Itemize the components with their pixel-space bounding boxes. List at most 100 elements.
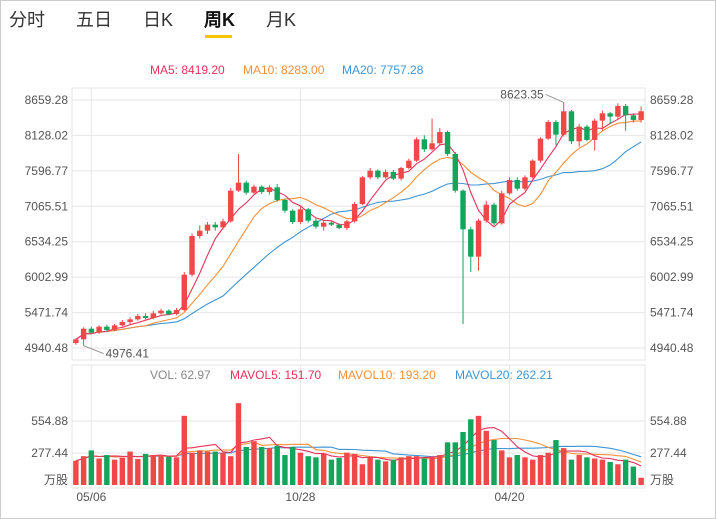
volume-bar	[96, 458, 102, 485]
volume-bar-series	[73, 403, 644, 485]
candle-body	[173, 310, 180, 315]
volume-bar	[251, 441, 257, 485]
price-tick-label-right: 7065.51	[650, 199, 694, 213]
tab-five-day[interactable]: 五日	[76, 10, 112, 30]
candle-body	[483, 204, 489, 221]
volume-bar	[530, 459, 536, 485]
candle-body	[142, 316, 149, 319]
volume-bar	[235, 403, 242, 485]
candle-body	[220, 221, 226, 228]
candle-body	[243, 182, 249, 193]
price-tick-label-right: 4940.48	[650, 341, 694, 355]
volume-bar	[173, 457, 180, 485]
candle-body	[111, 325, 118, 331]
candlestick-series	[73, 102, 644, 346]
candle-body	[235, 182, 242, 191]
price-axis-left: 8659.28 8128.02 7596.77 7065.51 6534.25 6002.…	[25, 93, 69, 355]
volume-bar	[468, 419, 474, 485]
legend-mavol20: MAVOL20: 262.21	[455, 368, 553, 382]
candle-body	[584, 126, 590, 140]
volume-bar	[382, 461, 389, 485]
price-tick-label-right: 7596.77	[650, 164, 694, 178]
volume-tick-label: 277.44	[31, 446, 68, 460]
candle-body	[313, 220, 319, 227]
candle-body	[135, 316, 141, 320]
volume-bar	[166, 456, 172, 485]
volume-bar	[452, 442, 459, 485]
volume-axis: 554.88 554.88 277.44 277.44 万股 万股	[31, 414, 687, 487]
volume-bar	[135, 459, 141, 485]
high-pointer	[545, 93, 564, 103]
tab-daily-k[interactable]: 日K	[143, 10, 174, 30]
tab-intraday[interactable]: 分时	[9, 10, 45, 30]
candle-body	[506, 179, 513, 194]
volume-bar	[638, 477, 644, 485]
candle-body	[630, 115, 637, 120]
low-pointer	[83, 345, 104, 355]
volume-bar	[615, 464, 621, 485]
candle-body	[530, 160, 536, 178]
ma5-line	[75, 113, 642, 340]
high-label: 8623.35	[500, 87, 544, 101]
volume-bar	[630, 466, 637, 485]
volume-bar	[537, 455, 544, 485]
candle-body	[367, 170, 373, 178]
candle-body	[638, 111, 644, 120]
volume-bar	[305, 456, 311, 485]
price-tick-label: 8659.28	[25, 93, 69, 107]
tab-monthly-k[interactable]: 月K	[266, 10, 297, 30]
price-tick-label: 6534.25	[25, 235, 69, 249]
time-tick-label: 05/06	[76, 490, 106, 504]
volume-bar	[375, 459, 381, 485]
volume-bar	[553, 440, 559, 485]
candle-body	[522, 177, 528, 189]
candle-body	[258, 186, 265, 192]
time-tick-label: 04/20	[494, 490, 524, 504]
volume-bar	[204, 451, 211, 485]
tab-weekly-k[interactable]: 周K	[195, 6, 244, 38]
candle-body	[351, 203, 358, 222]
volume-bar	[181, 415, 187, 485]
volume-pane-border	[71, 364, 646, 489]
volume-bar	[73, 460, 79, 485]
candle-body	[568, 111, 575, 142]
candle-body	[499, 193, 505, 224]
candle-body	[460, 190, 466, 230]
candle-body	[150, 313, 157, 319]
volume-bar	[228, 456, 234, 485]
candle-body	[545, 121, 551, 139]
price-tick-label: 4940.48	[25, 341, 69, 355]
volume-bar	[390, 459, 397, 485]
volume-bar	[320, 453, 327, 485]
extreme-annotations: 8623.35 4976.41	[83, 87, 564, 361]
volume-bar	[158, 456, 164, 485]
legend-ma20: MA20: 7757.28	[342, 63, 424, 77]
candle-body	[607, 113, 613, 117]
price-tick-label: 6002.99	[25, 270, 69, 284]
candle-body	[514, 179, 520, 189]
volume-tick-label: 554.88	[31, 414, 68, 428]
volume-bar	[142, 453, 149, 485]
candle-body	[390, 171, 397, 179]
volume-bar	[328, 459, 335, 485]
volume-bar	[576, 455, 582, 485]
volume-bar	[220, 452, 226, 485]
candle-body	[228, 190, 234, 222]
volume-bar	[266, 448, 273, 485]
volume-bar	[197, 450, 203, 485]
volume-bar	[289, 446, 296, 485]
candle-body	[413, 139, 420, 161]
price-tick-label: 7596.77	[25, 164, 69, 178]
candle-body	[204, 224, 211, 231]
candle-body	[591, 120, 598, 140]
price-tick-label-right: 8659.28	[650, 93, 694, 107]
volume-unit-label-right: 万股	[650, 473, 674, 487]
volume-bar	[483, 430, 489, 485]
candle-body	[475, 220, 482, 257]
volume-unit-label: 万股	[44, 473, 68, 487]
volume-bar	[460, 431, 466, 485]
volume-bar	[421, 458, 428, 485]
volume-bar	[88, 450, 95, 485]
candle-body	[73, 339, 79, 344]
